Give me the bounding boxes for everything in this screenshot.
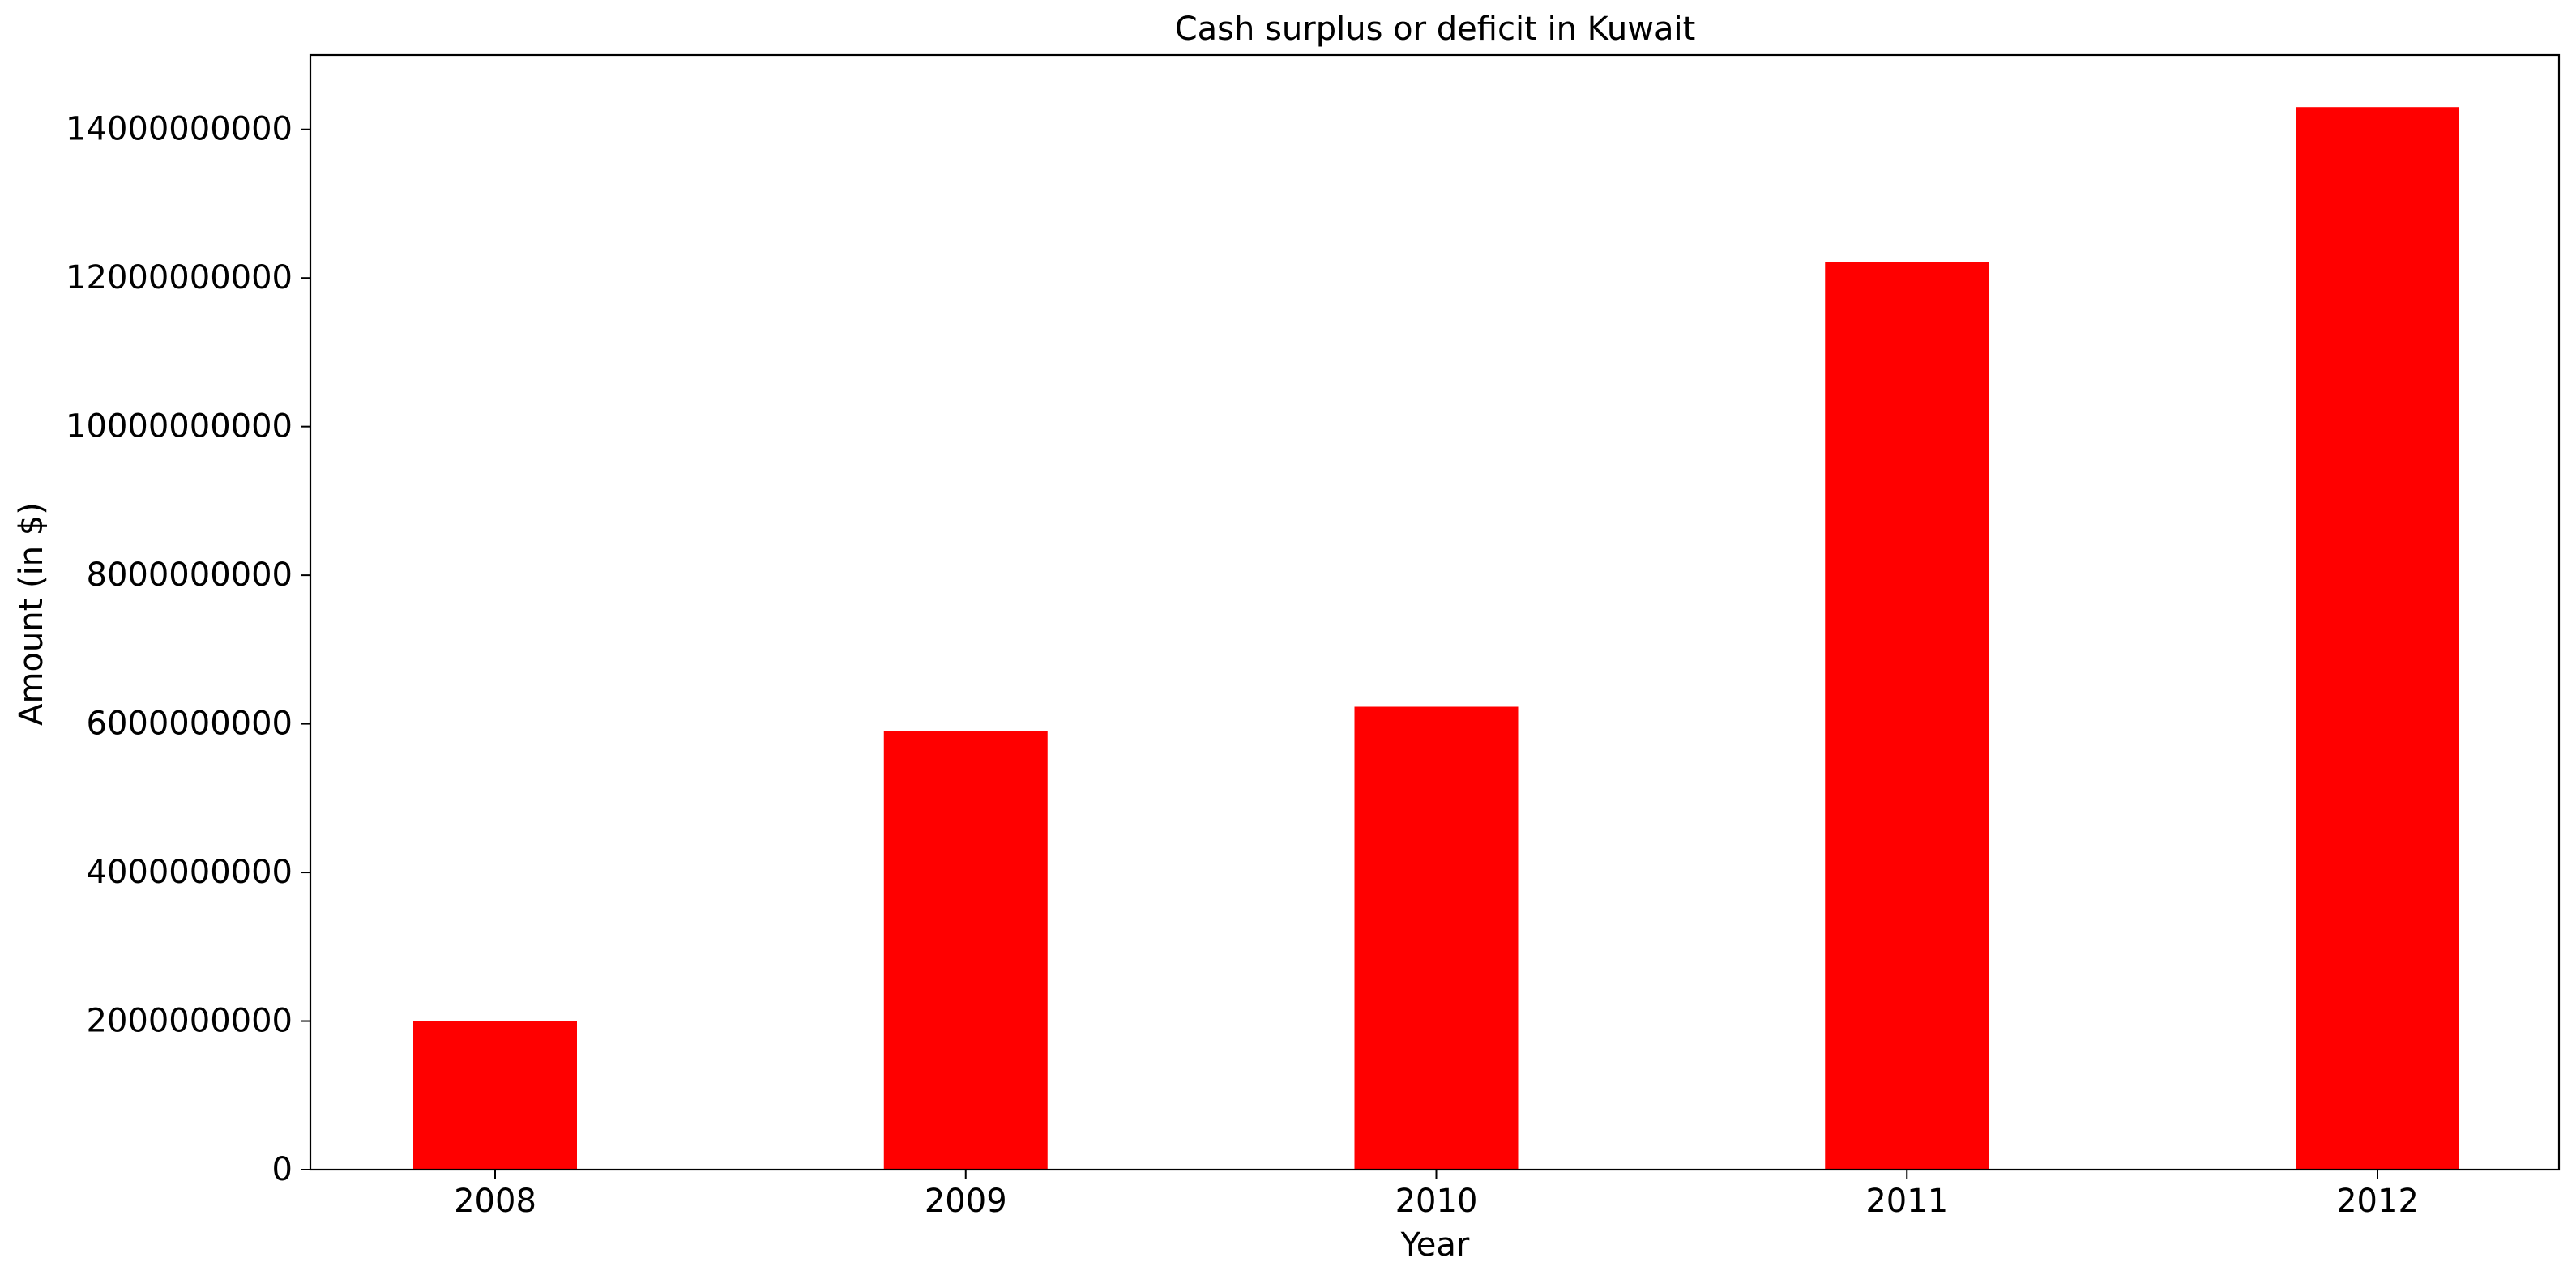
plot-frame: [309, 53, 2561, 1171]
x-axis-label: Year: [1400, 1226, 1470, 1264]
x-tick-label: 2010: [1395, 1183, 1478, 1220]
x-tick-label: 2008: [454, 1183, 536, 1220]
x-tick-label: 2009: [925, 1183, 1007, 1220]
bar-2009: [883, 731, 1048, 1170]
bar-2011: [1825, 262, 1989, 1170]
y-tick-label: 6000000000: [87, 706, 293, 743]
y-axis-label: Amount (in $): [13, 502, 50, 726]
x-tick-label: 2012: [2336, 1183, 2419, 1220]
y-tick-label: 2000000000: [87, 1003, 293, 1040]
y-tick-label: 4000000000: [87, 854, 293, 891]
bar-2012: [2296, 107, 2459, 1170]
bar-2008: [413, 1021, 577, 1170]
x-tick-label: 2011: [1865, 1183, 1948, 1220]
chart-title: Cash surplus or deficit in Kuwait: [1175, 11, 1696, 48]
y-tick-label: 10000000000: [66, 408, 293, 446]
y-tick-label: 14000000000: [66, 111, 293, 148]
y-tick-label: 8000000000: [87, 556, 293, 594]
y-tick-label: 0: [272, 1151, 293, 1188]
plot-area: 0 2000000000 4000000000 6000000000 800000000…: [66, 53, 2561, 1220]
y-tick-label: 12000000000: [66, 259, 293, 296]
bar-2010: [1354, 706, 1519, 1170]
